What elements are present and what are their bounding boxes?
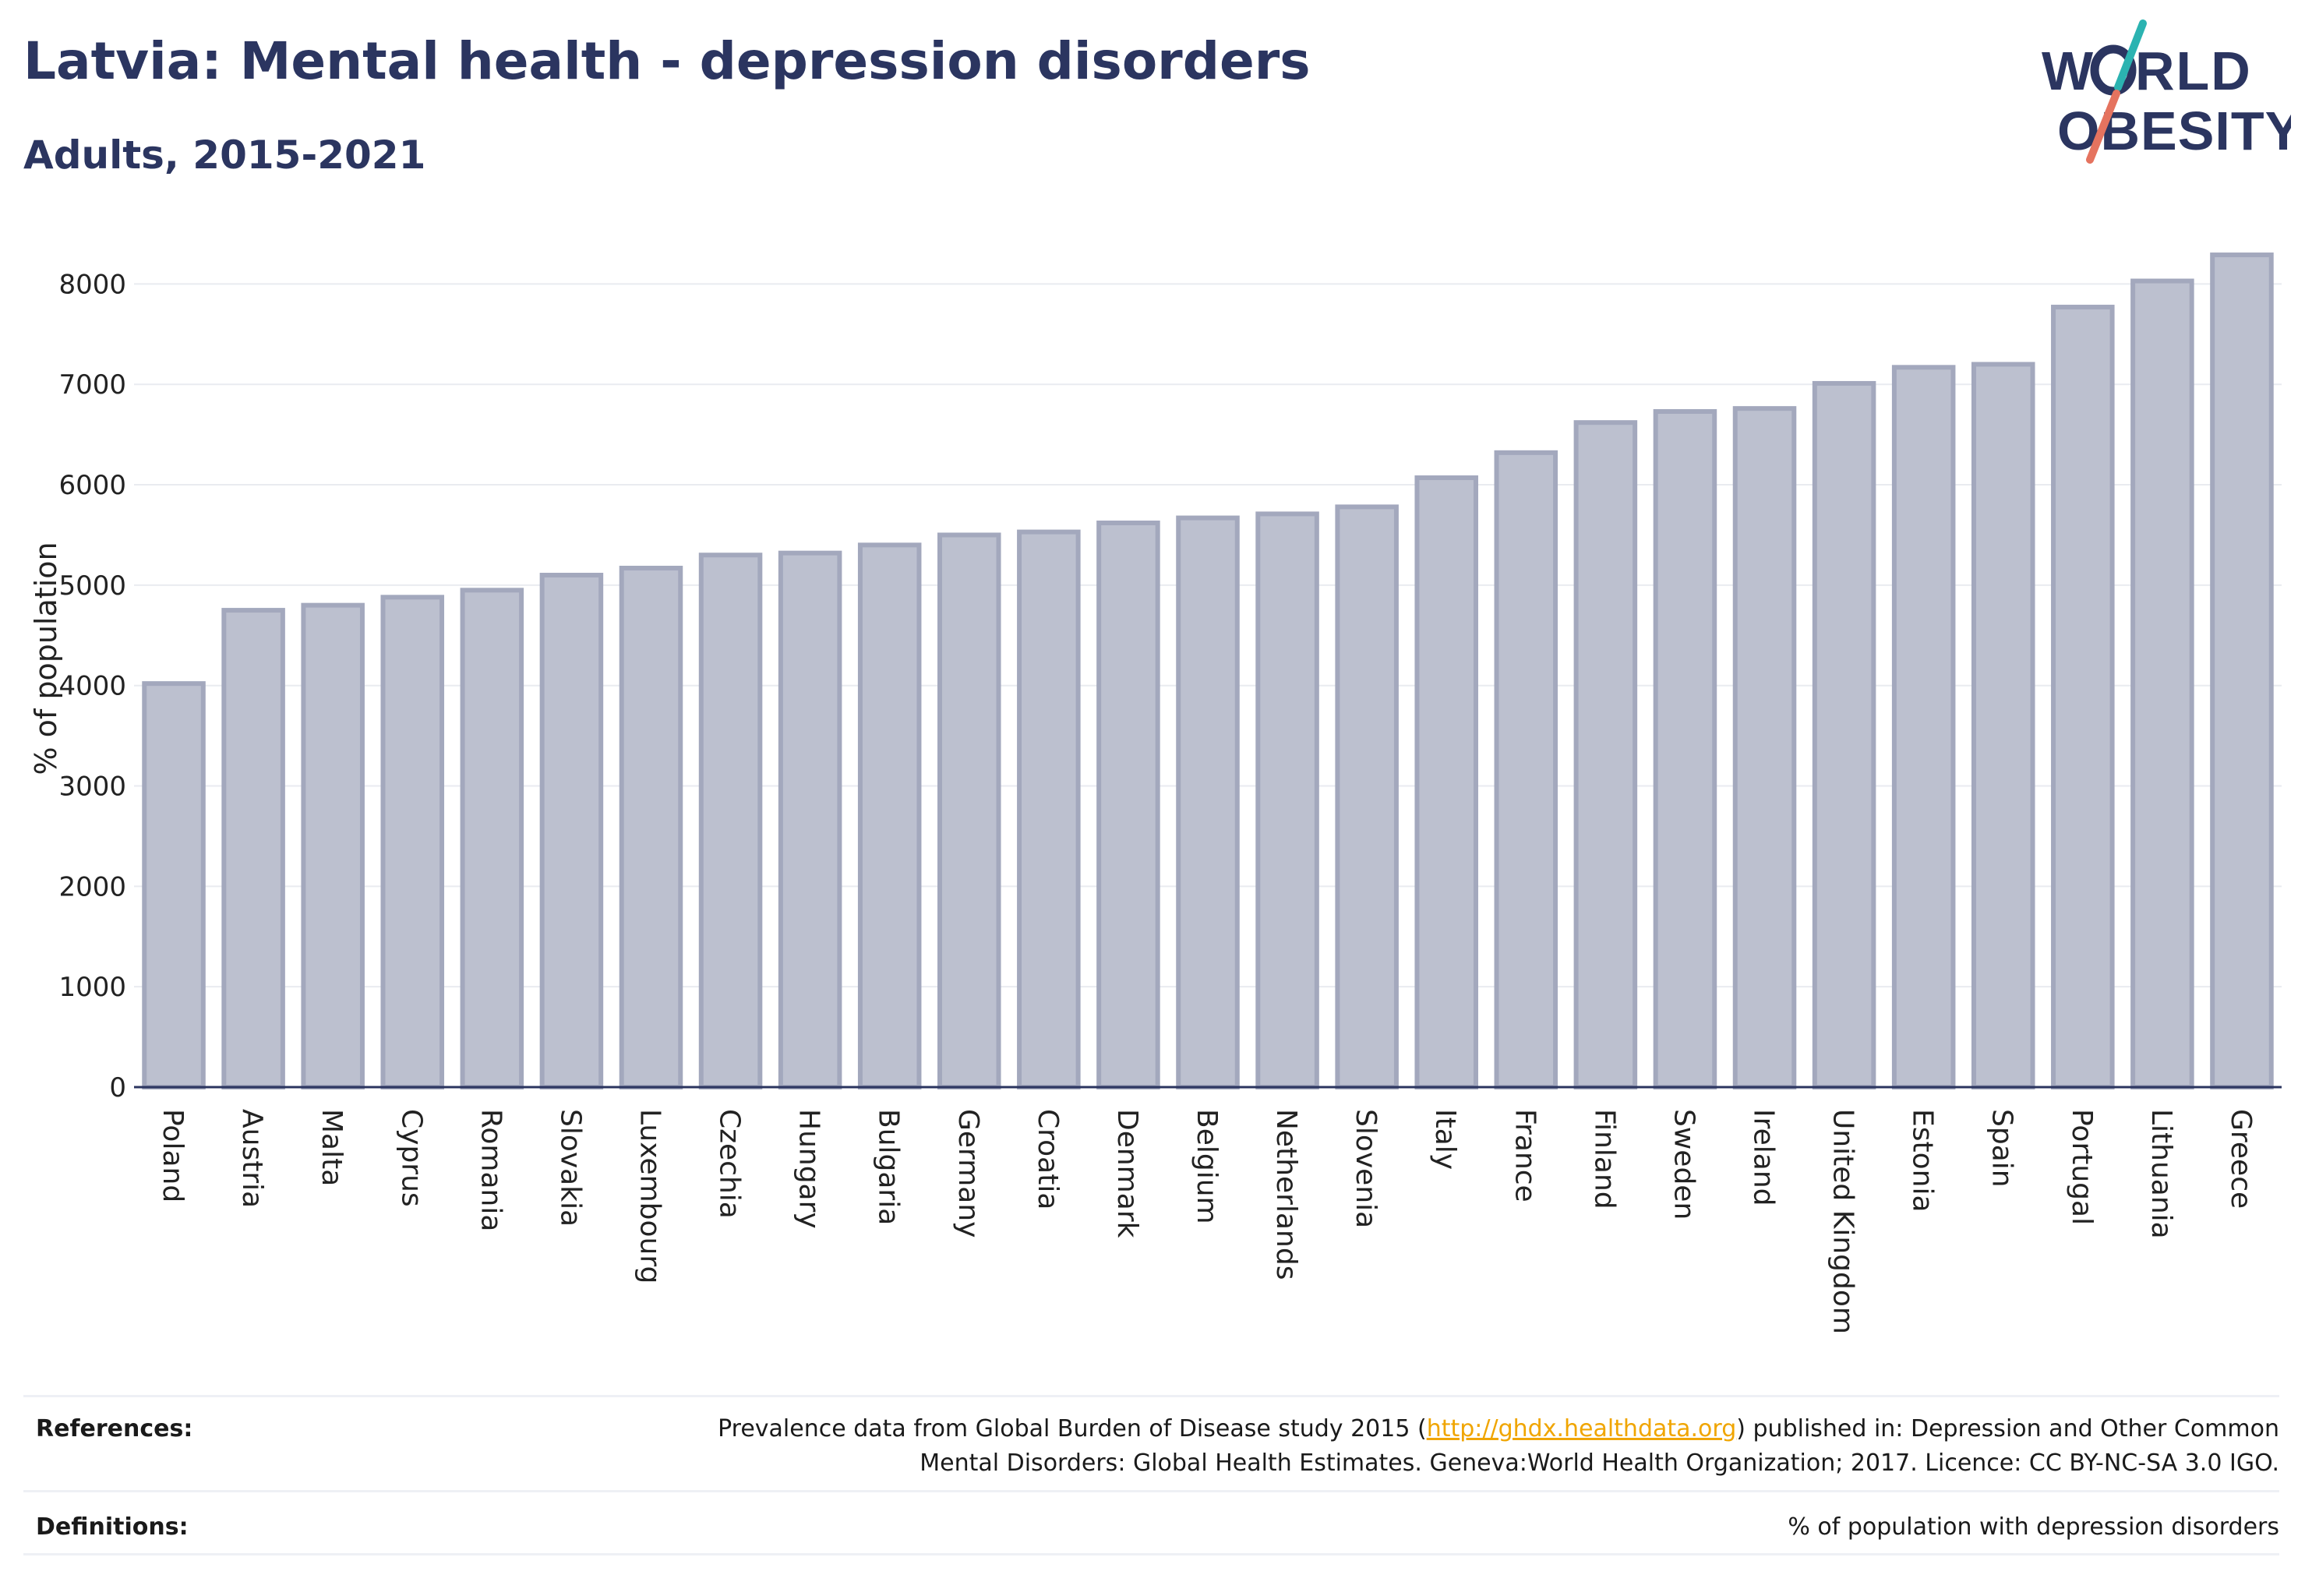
bar-denmark (1096, 521, 1160, 1089)
y-tick-label: 2000 (58, 871, 126, 902)
bar-hungary (778, 550, 842, 1089)
bar-slovenia (1335, 504, 1399, 1089)
x-tick-label: France (1509, 1109, 1541, 1202)
bar-germany (937, 532, 1001, 1089)
bar-poland (142, 681, 206, 1089)
y-tick-label: 3000 (58, 772, 126, 803)
references-link[interactable]: http://ghdx.healthdata.org (1426, 1415, 1737, 1442)
logo-word-rld: RLD (2135, 41, 2252, 101)
bar-finland (1573, 420, 1638, 1089)
y-tick-label: 5000 (58, 570, 126, 602)
y-tick-label: 4000 (58, 671, 126, 702)
x-tick-label: Cyprus (395, 1109, 427, 1207)
x-tick-label: Slovenia (1350, 1109, 1382, 1228)
y-axis-ticks: 0 1000 2000 3000 4000 5000 6000 7000 8000 (58, 269, 126, 1103)
x-tick-label: Sweden (1668, 1109, 1700, 1220)
definitions-text: % of population with depression disorder… (1788, 1513, 2279, 1541)
bars (142, 252, 2274, 1090)
x-tick-label: Slovakia (554, 1109, 586, 1227)
references-line2: Mental Disorders: Global Health Estimate… (920, 1449, 2279, 1477)
x-tick-label: United Kingdom (1827, 1109, 1859, 1334)
bar-malta (301, 602, 365, 1089)
logo-slash-teal (2114, 19, 2147, 91)
logo-word-world: W (2042, 41, 2095, 101)
x-tick-label: Malta (316, 1109, 348, 1186)
y-tick-label: 6000 (58, 470, 126, 501)
bar-belgium (1176, 515, 1240, 1089)
references-pre: Prevalence data from Global Burden of Di… (718, 1415, 1427, 1442)
bar-chart: 0 1000 2000 3000 4000 5000 6000 7000 8000 Poland… (29, 252, 2282, 1334)
chart-title: Latvia: Mental health - depression disor… (23, 31, 1311, 91)
x-tick-label: Belgium (1191, 1109, 1223, 1224)
references-text: Prevalence data from Global Burden of Di… (718, 1412, 2279, 1481)
x-tick-label: Germany (952, 1109, 984, 1238)
bar-greece (2210, 252, 2274, 1089)
x-tick-label: Croatia (1032, 1109, 1064, 1209)
x-tick-label: Poland (157, 1109, 189, 1202)
y-axis-title: % of population (29, 542, 63, 775)
x-tick-label: Estonia (1907, 1109, 1939, 1213)
definitions-label: Definitions: (36, 1513, 189, 1541)
x-tick-label: Czechia (714, 1109, 746, 1219)
x-tick-label: Greece (2225, 1109, 2257, 1209)
logo-slash-coral (2086, 90, 2120, 164)
bar-slovakia (539, 573, 604, 1089)
references-row: References: Prevalence data from Global … (23, 1412, 2279, 1490)
x-tick-label: Italy (1429, 1109, 1461, 1170)
bar-estonia (1891, 365, 1956, 1090)
references-post: ) published in: Depression and Other Com… (1736, 1415, 2279, 1442)
chart-subtitle: Adults, 2015-2021 (23, 132, 426, 178)
x-axis-labels: Poland Austria Malta Cyprus Romania Slovakia L… (157, 1109, 2257, 1334)
x-tick-label: Austria (236, 1109, 268, 1208)
bar-austria (221, 608, 285, 1089)
x-tick-label: Bulgaria (873, 1109, 905, 1225)
footer-top-divider (23, 1395, 2279, 1397)
x-tick-label: Hungary (793, 1109, 825, 1229)
bar-ireland (1732, 406, 1797, 1089)
x-tick-label: Portugal (2066, 1109, 2098, 1225)
footer-mid-divider (23, 1490, 2279, 1492)
bar-croatia (1017, 529, 1081, 1089)
bar-lithuania (2130, 278, 2194, 1089)
bar-france (1494, 450, 1558, 1089)
footer-bottom-divider (23, 1553, 2279, 1555)
y-tick-label: 8000 (58, 269, 126, 300)
bar-italy (1414, 475, 1478, 1089)
bar-sweden (1653, 409, 1717, 1089)
x-tick-label: Luxembourg (634, 1109, 665, 1284)
definitions-row: Definitions: % of population with depres… (23, 1510, 2279, 1549)
bar-romania (460, 588, 524, 1089)
references-label: References: (36, 1415, 193, 1442)
x-tick-label: Romania (475, 1109, 507, 1231)
bar-luxembourg (619, 565, 683, 1089)
bar-portugal (2051, 305, 2115, 1089)
bar-united-kingdom (1812, 380, 1876, 1089)
y-tick-label: 1000 (58, 972, 126, 1003)
x-tick-label: Netherlands (1270, 1109, 1302, 1280)
y-tick-label: 0 (109, 1072, 126, 1103)
x-tick-label: Denmark (1111, 1109, 1143, 1238)
y-tick-label: 7000 (58, 369, 126, 401)
bar-bulgaria (857, 542, 922, 1089)
bar-spain (1971, 362, 2035, 1089)
x-tick-label: Lithuania (2145, 1109, 2177, 1239)
bar-czechia (698, 553, 763, 1089)
bar-netherlands (1255, 511, 1319, 1089)
x-tick-label: Ireland (1748, 1109, 1780, 1206)
bar-cyprus (380, 595, 445, 1089)
world-obesity-logo: W RLD OBESITY (2042, 19, 2291, 164)
x-tick-label: Spain (1986, 1109, 2018, 1188)
x-tick-label: Finland (1588, 1109, 1620, 1209)
